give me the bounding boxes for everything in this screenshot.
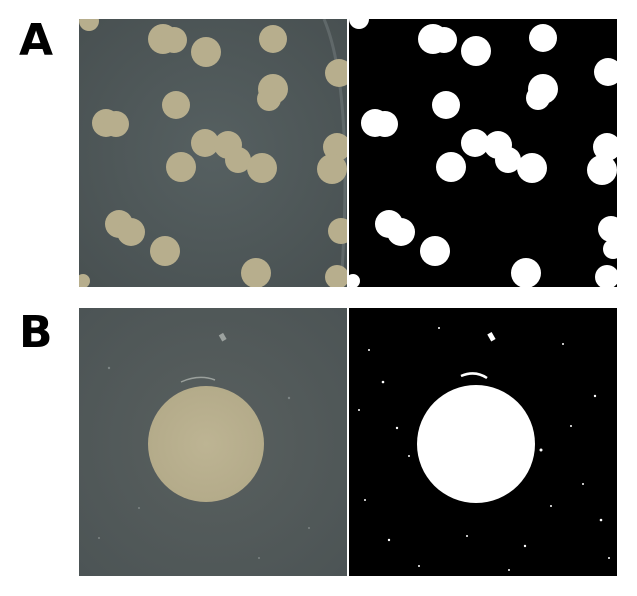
mask-blob xyxy=(526,86,550,110)
mask-blob xyxy=(603,239,617,259)
mask-speck xyxy=(562,343,564,345)
mask-blob xyxy=(461,36,491,66)
mask-speck xyxy=(508,569,510,571)
colony xyxy=(328,218,347,244)
mask-speck xyxy=(523,544,527,548)
mask-speck xyxy=(395,426,399,430)
colony xyxy=(148,386,264,502)
colony xyxy=(323,133,347,161)
mask-speck xyxy=(364,499,366,501)
colony xyxy=(162,91,190,119)
colony xyxy=(259,25,287,53)
mask-blob xyxy=(431,27,457,53)
mask-speck xyxy=(593,394,597,398)
colony xyxy=(150,236,180,266)
panel-b-photo xyxy=(79,308,347,576)
mask-blob xyxy=(587,155,617,185)
mask-speck xyxy=(387,538,391,542)
speck xyxy=(308,527,310,529)
colony xyxy=(317,154,347,184)
colony xyxy=(325,265,347,287)
colony xyxy=(257,87,281,111)
mask-speck xyxy=(608,557,610,559)
mask-speck xyxy=(358,409,360,411)
colony xyxy=(161,27,187,53)
mask-debris xyxy=(487,332,496,342)
mask-speck xyxy=(599,518,603,522)
speck xyxy=(138,507,140,509)
mask-blob xyxy=(387,218,415,246)
mask-speck xyxy=(418,565,420,567)
mask-blob xyxy=(529,24,557,52)
debris xyxy=(218,332,227,342)
mask-blob xyxy=(593,133,617,161)
mask-blob xyxy=(594,58,617,86)
panel-a-mask xyxy=(349,19,617,287)
colony xyxy=(225,147,251,173)
colony xyxy=(191,129,219,157)
mask-blob xyxy=(517,153,547,183)
colony xyxy=(103,111,129,137)
panel-a-photo xyxy=(79,19,347,287)
mask-blob xyxy=(511,258,541,287)
colony xyxy=(79,274,90,287)
panel-label-b: B xyxy=(19,307,53,358)
mask-blob xyxy=(417,385,535,503)
speck xyxy=(107,366,111,370)
mask-speck xyxy=(550,505,552,507)
colony xyxy=(241,258,271,287)
colony-photo-b xyxy=(79,308,347,576)
mask-blob xyxy=(495,147,521,173)
colony xyxy=(247,153,277,183)
mask-blob xyxy=(349,274,360,287)
mask-blob xyxy=(372,111,398,137)
mask-blob xyxy=(461,129,489,157)
mask-speck xyxy=(381,380,385,384)
mask-speck xyxy=(570,425,572,427)
mask-blob xyxy=(436,152,466,182)
mask-speck xyxy=(438,327,440,329)
speck xyxy=(287,396,291,400)
colonies-mask-a xyxy=(349,19,617,287)
speck xyxy=(98,537,100,539)
colony-mask-b xyxy=(349,308,617,576)
mask-speck xyxy=(539,448,543,452)
colonies-photo-a xyxy=(79,19,347,287)
colony xyxy=(117,218,145,246)
colony xyxy=(79,19,99,31)
mask-blob xyxy=(349,19,369,29)
mask-blob xyxy=(432,91,460,119)
mask-speck xyxy=(408,455,410,457)
panel-b-mask xyxy=(349,308,617,576)
colony-edge-streak xyxy=(180,376,216,383)
mask-edge-streak xyxy=(460,372,488,380)
colony xyxy=(166,152,196,182)
colony xyxy=(191,37,221,67)
mask-blob xyxy=(595,265,617,287)
speck xyxy=(258,557,260,559)
panel-label-a: A xyxy=(19,15,54,66)
mask-speck xyxy=(582,483,584,485)
mask-speck xyxy=(368,349,370,351)
mask-blob xyxy=(420,236,450,266)
mask-blob xyxy=(598,216,617,242)
colony xyxy=(325,59,347,87)
mask-speck xyxy=(466,535,468,537)
